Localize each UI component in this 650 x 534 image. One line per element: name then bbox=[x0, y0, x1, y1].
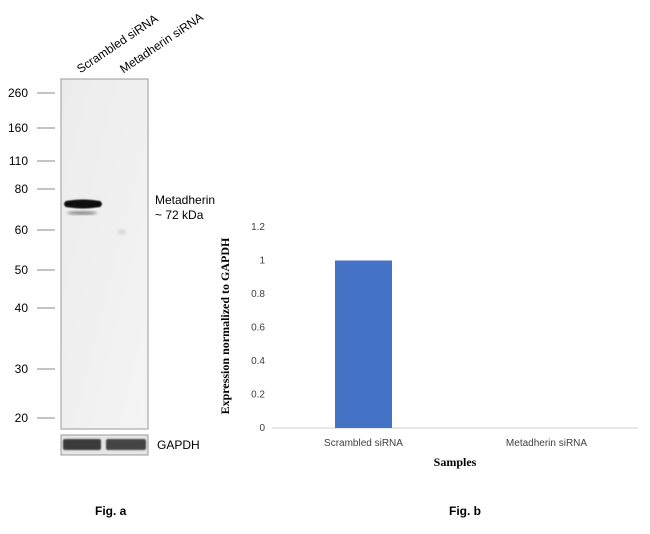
y-axis-label: Expression normalized to GAPDH bbox=[218, 237, 232, 414]
band-label-name: Metadherin bbox=[155, 193, 216, 207]
y-tick-label: 0.6 bbox=[251, 323, 265, 334]
mw-30: 30 bbox=[14, 362, 28, 376]
y-tick-label: 1 bbox=[259, 256, 265, 267]
mw-80: 80 bbox=[14, 182, 28, 196]
y-tick-label: 0.8 bbox=[251, 289, 265, 300]
y-tick-label: 0.2 bbox=[251, 390, 265, 401]
mw-20: 20 bbox=[14, 411, 28, 425]
mw-260: 260 bbox=[7, 86, 28, 100]
x-tick-label: Scrambled siRNA bbox=[324, 438, 403, 449]
band-label-size: ~ 72 kDa bbox=[155, 208, 204, 222]
x-tick-label: Metadherin siRNA bbox=[506, 438, 587, 449]
bar-0 bbox=[335, 260, 392, 428]
mw-110: 110 bbox=[8, 154, 28, 168]
blot-membrane bbox=[60, 78, 149, 430]
band-label: Metadherin ~ 72 kDa bbox=[155, 193, 215, 223]
y-tick-label: 0 bbox=[259, 423, 265, 434]
y-tick-label: 0.4 bbox=[251, 356, 265, 367]
caption-fig-a: Fig. a bbox=[95, 504, 127, 518]
y-tick-label: 1.2 bbox=[251, 222, 265, 233]
mw-40: 40 bbox=[14, 301, 28, 315]
mw-160: 160 bbox=[7, 121, 28, 135]
x-axis-label: Samples bbox=[434, 455, 477, 469]
mw-50: 50 bbox=[14, 263, 28, 277]
caption-fig-b: Fig. b bbox=[449, 504, 481, 518]
gapdh-label: GAPDH bbox=[157, 438, 200, 452]
mw-60: 60 bbox=[14, 223, 28, 237]
